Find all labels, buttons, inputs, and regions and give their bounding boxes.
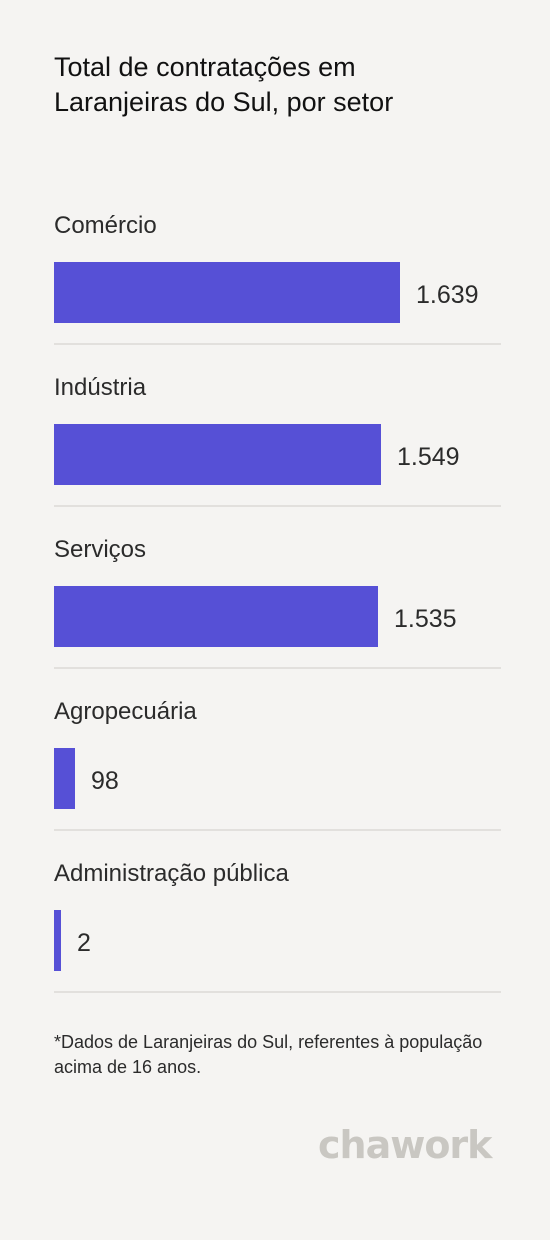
bar-chart: Comércio 1.639 Indústria 1.549 Serviços 1.535… <box>54 200 501 1010</box>
chart-row: Indústria 1.549 <box>54 362 501 524</box>
row-divider <box>54 343 501 345</box>
value-label: 1.535 <box>394 605 457 633</box>
row-divider <box>54 667 501 669</box>
chawork-logo: chawork <box>318 1123 494 1167</box>
category-label: Administração pública <box>54 860 289 887</box>
category-label: Indústria <box>54 374 147 401</box>
category-label: Comércio <box>54 212 157 239</box>
category-label: Serviços <box>54 536 147 563</box>
chart-row: Comércio 1.639 <box>54 200 501 362</box>
bar <box>54 262 400 323</box>
row-divider <box>54 829 501 831</box>
value-label: 1.639 <box>416 281 479 309</box>
chart-row: Serviços 1.535 <box>54 524 501 686</box>
svg-text:chawork: chawork <box>318 1123 493 1167</box>
value-label: 1.549 <box>397 443 460 471</box>
chart-row: Administração pública 2 <box>54 848 501 1010</box>
bar <box>54 586 378 647</box>
chart-row: Agropecuária 98 <box>54 686 501 848</box>
row-divider <box>54 991 501 993</box>
bar <box>54 748 75 809</box>
value-label: 98 <box>91 767 119 795</box>
category-label: Agropecuária <box>54 698 197 725</box>
value-label: 2 <box>77 929 91 957</box>
row-divider <box>54 505 501 507</box>
bar <box>54 424 381 485</box>
chart-title: Total de contratações em Laranjeiras do … <box>54 52 394 117</box>
bar <box>54 910 61 971</box>
footnote: *Dados de Laranjeiras do Sul, referentes… <box>54 1032 483 1077</box>
